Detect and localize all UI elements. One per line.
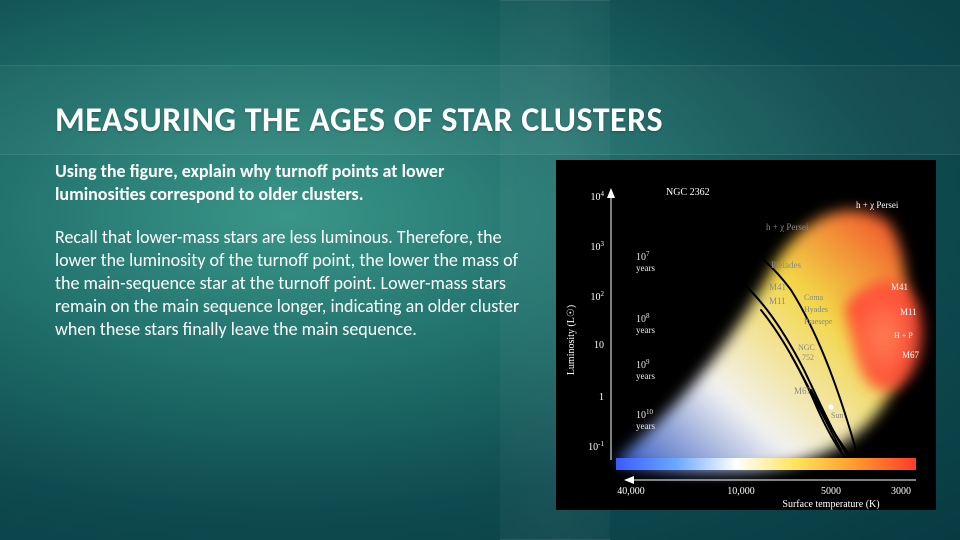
svg-text:years: years	[636, 371, 655, 381]
svg-text:h + χ Persei: h + χ Persei	[856, 200, 899, 210]
svg-text:Praesepe: Praesepe	[804, 317, 833, 326]
svg-text:years: years	[636, 421, 655, 431]
slide: MEASURING THE AGES OF STAR CLUSTERS Usin…	[0, 0, 960, 540]
svg-text:years: years	[636, 263, 655, 273]
svg-text:M11: M11	[769, 296, 786, 306]
slide-title: MEASURING THE AGES OF STAR CLUSTERS	[55, 100, 663, 141]
svg-text:Sun: Sun	[831, 411, 843, 420]
svg-text:752: 752	[802, 353, 814, 362]
explanation-text: Recall that lower-mass stars are less lu…	[55, 226, 525, 341]
svg-text:40,000: 40,000	[617, 486, 645, 497]
svg-text:h + χ Persei: h + χ Persei	[766, 222, 809, 232]
svg-text:3000: 3000	[891, 486, 911, 497]
svg-text:Pleiades: Pleiades	[771, 260, 801, 270]
svg-text:NGC: NGC	[798, 343, 815, 352]
svg-text:5000: 5000	[821, 486, 841, 497]
svg-text:M67: M67	[902, 350, 920, 360]
prompt-text: Using the figure, explain why turnoff po…	[55, 160, 525, 206]
svg-text:10,000: 10,000	[727, 486, 755, 497]
hr-diagram-figure: 10-1110102103104Luminosity (L☉)40,00010,…	[556, 160, 936, 510]
svg-text:Luminosity (L☉): Luminosity (L☉)	[566, 305, 577, 375]
svg-text:M11: M11	[900, 307, 917, 317]
text-column: Using the figure, explain why turnoff po…	[55, 160, 525, 361]
svg-text:Surface temperature (K): Surface temperature (K)	[782, 499, 879, 510]
svg-text:1: 1	[599, 392, 604, 403]
svg-text:M41: M41	[891, 282, 908, 292]
svg-text:years: years	[636, 325, 655, 335]
svg-text:M41: M41	[769, 282, 786, 292]
svg-text:10: 10	[594, 340, 604, 351]
svg-text:Hyades: Hyades	[804, 305, 828, 314]
svg-text:H + P: H + P	[894, 331, 913, 340]
svg-text:Coma: Coma	[804, 293, 824, 302]
svg-text:NGC 2362: NGC 2362	[666, 187, 710, 198]
svg-text:M67: M67	[794, 386, 812, 396]
